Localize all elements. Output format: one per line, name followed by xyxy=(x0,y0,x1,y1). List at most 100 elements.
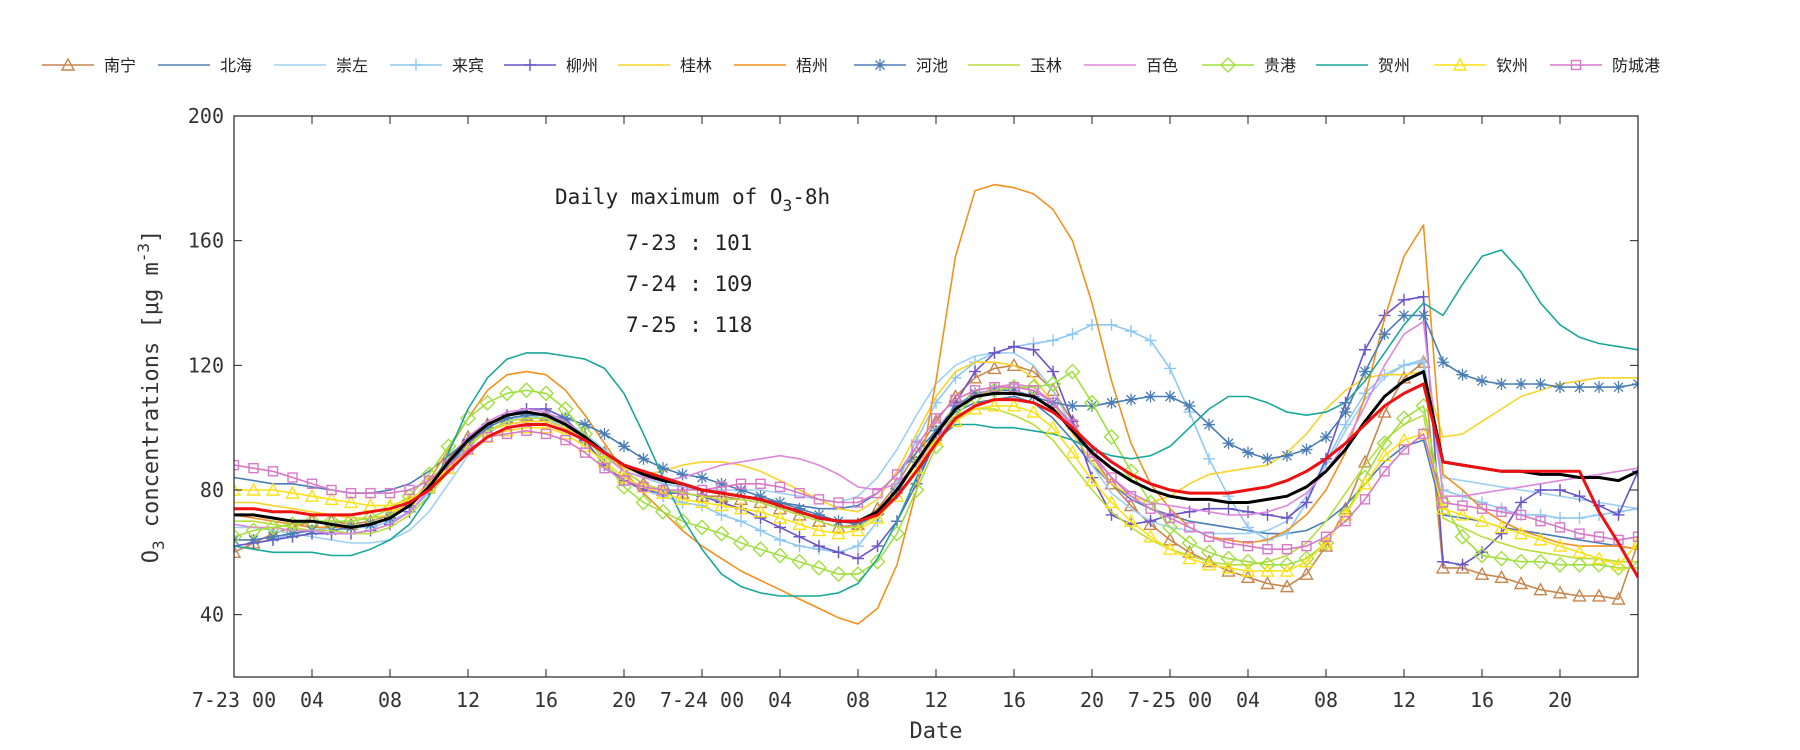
data-point-marker xyxy=(343,495,359,509)
series-mean-14 xyxy=(234,370,1638,529)
data-point-marker xyxy=(538,385,554,402)
data-point-marker xyxy=(1513,576,1529,590)
data-point-marker xyxy=(1045,376,1061,393)
data-point-marker xyxy=(247,533,260,546)
data-point-marker xyxy=(988,346,1001,359)
data-point-marker xyxy=(345,487,357,499)
data-point-marker xyxy=(792,516,807,530)
annotation-row: 7-24 : 109 xyxy=(626,272,752,296)
data-point-marker xyxy=(285,485,300,499)
data-point-marker xyxy=(326,484,337,496)
data-point-marker xyxy=(794,487,805,499)
data-point-marker xyxy=(872,487,883,499)
data-point-marker xyxy=(479,394,496,411)
series-mean-15 xyxy=(234,382,1638,579)
data-point-marker xyxy=(1535,515,1546,527)
data-point-marker xyxy=(1611,557,1626,571)
data-point-marker xyxy=(267,530,279,543)
data-point-marker xyxy=(1240,563,1256,577)
data-point-marker xyxy=(365,487,376,499)
data-point-marker xyxy=(1494,569,1509,583)
data-point-marker xyxy=(248,462,259,474)
data-point-marker xyxy=(1455,560,1470,574)
data-point-marker xyxy=(557,400,574,417)
data-point-marker xyxy=(1066,328,1079,341)
x-tick-label: 20 xyxy=(1548,688,1572,712)
legend: 南宁 北海 崇左 来宾 柳州 桂林 梧州 河池 玉林 百色 贵港 贺州 钦州 防城港 xyxy=(42,56,1660,75)
data-point-marker xyxy=(1144,390,1157,403)
data-point-marker xyxy=(657,462,669,475)
data-point-marker xyxy=(1242,505,1254,518)
data-point-marker xyxy=(1572,588,1587,602)
legend-marker xyxy=(1570,59,1582,71)
data-point-marker xyxy=(871,540,884,553)
data-point-marker xyxy=(813,540,825,553)
data-point-marker xyxy=(1164,390,1176,403)
data-point-marker xyxy=(1474,513,1490,527)
data-point-marker xyxy=(1418,428,1429,440)
data-point-marker xyxy=(599,462,610,474)
data-point-marker xyxy=(1220,550,1237,567)
data-point-marker xyxy=(754,512,767,525)
data-point-marker xyxy=(793,502,806,515)
data-point-marker xyxy=(733,501,749,515)
data-point-marker xyxy=(519,420,534,434)
data-point-marker xyxy=(949,399,962,412)
data-point-marker xyxy=(1571,556,1588,573)
data-point-marker xyxy=(733,534,749,551)
annotation-row: 7-23 : 101 xyxy=(626,231,752,255)
series-line xyxy=(234,386,1638,550)
data-point-marker xyxy=(911,441,922,452)
data-point-marker xyxy=(694,519,710,536)
data-point-marker xyxy=(1630,559,1638,576)
data-point-marker xyxy=(246,482,261,496)
data-point-marker xyxy=(1164,362,1176,375)
data-point-marker xyxy=(1281,449,1293,462)
data-point-marker xyxy=(1474,566,1490,580)
x-tick-label: 16 xyxy=(1470,688,1494,712)
data-point-marker xyxy=(616,470,632,484)
data-point-marker xyxy=(1143,529,1158,543)
data-point-marker xyxy=(267,466,279,477)
data-point-marker xyxy=(1552,556,1568,573)
plot-area xyxy=(234,183,1638,625)
data-point-marker xyxy=(481,421,494,434)
y-tick-label: 40 xyxy=(200,603,224,627)
data-point-marker xyxy=(889,488,905,502)
data-point-marker xyxy=(1045,382,1061,396)
series-line xyxy=(234,382,1638,579)
data-point-marker xyxy=(1533,532,1548,546)
data-point-marker xyxy=(1123,513,1139,527)
legend-marker xyxy=(1220,57,1236,73)
data-point-marker xyxy=(869,553,886,570)
data-point-marker xyxy=(754,490,767,503)
data-point-marker xyxy=(1515,378,1527,391)
data-point-marker xyxy=(384,487,396,499)
axes: 40 80 120 160 200 7-23 00 04 08 12 16 20 7-24 00 04 0… xyxy=(134,104,1639,744)
y-tick-label: 80 xyxy=(200,478,224,502)
data-point-marker xyxy=(1182,544,1197,559)
data-point-marker xyxy=(969,365,981,378)
data-point-marker xyxy=(1437,356,1449,369)
data-point-marker xyxy=(324,491,339,506)
data-point-marker xyxy=(1261,452,1274,465)
data-point-marker xyxy=(1299,554,1314,568)
data-point-marker xyxy=(735,515,747,528)
data-point-marker xyxy=(655,485,671,499)
data-point-marker xyxy=(774,533,786,546)
data-point-marker xyxy=(1027,343,1040,356)
data-point-marker xyxy=(1454,528,1471,545)
legend-label: 防城港 xyxy=(1612,56,1660,75)
data-point-marker xyxy=(1123,498,1139,512)
data-point-marker xyxy=(1532,553,1549,570)
data-point-marker xyxy=(1593,531,1605,542)
data-point-marker xyxy=(1359,343,1371,356)
legend-item-来宾: 来宾 xyxy=(390,56,484,75)
x-tick-label: 7-24 00 xyxy=(660,688,744,712)
data-point-marker xyxy=(754,524,767,537)
x-tick-label: 16 xyxy=(1002,688,1026,712)
data-point-marker xyxy=(852,497,864,508)
data-point-marker xyxy=(1554,512,1566,525)
data-point-marker xyxy=(1573,512,1586,525)
data-point-marker xyxy=(735,478,747,489)
